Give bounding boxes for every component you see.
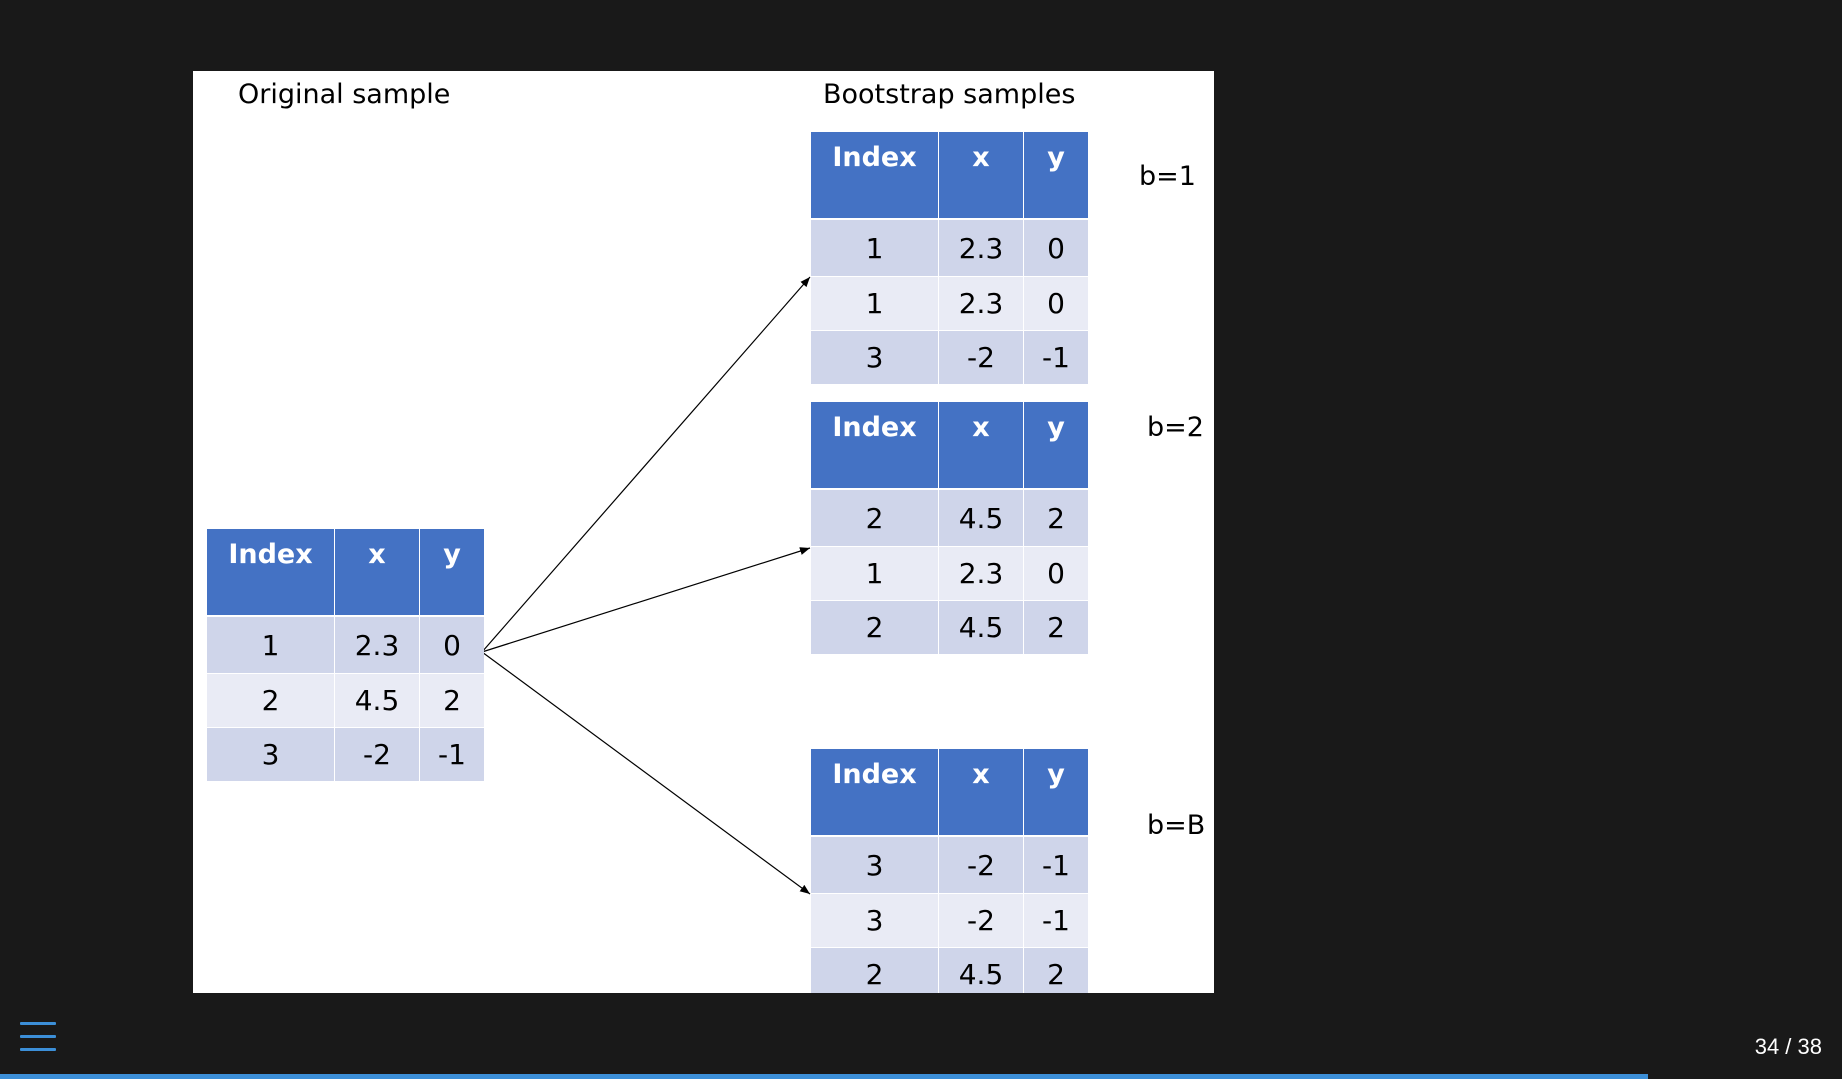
header-cell: Index bbox=[207, 529, 334, 615]
table-cell: 4.5 bbox=[939, 601, 1023, 654]
table-cell: 2 bbox=[811, 490, 938, 546]
arrow-to-bB bbox=[481, 651, 811, 895]
table-original: Index x y 1 2.3 0 2 4.5 2 3 -2 -1 bbox=[207, 529, 484, 781]
table-cell: -2 bbox=[939, 894, 1023, 947]
table-cell: -2 bbox=[939, 837, 1023, 893]
table-cell: 2 bbox=[1024, 490, 1088, 546]
header-cell: Index bbox=[811, 749, 938, 835]
table-cell: 3 bbox=[811, 894, 938, 947]
original-sample-caption: Original sample bbox=[238, 79, 451, 110]
header-cell: y bbox=[1024, 402, 1088, 488]
table-cell: 1 bbox=[811, 547, 938, 600]
table-cell: 2 bbox=[811, 601, 938, 654]
table-cell: -1 bbox=[420, 728, 484, 781]
table-cell: 0 bbox=[420, 617, 484, 673]
hamburger-menu-icon[interactable] bbox=[16, 1018, 60, 1056]
table-cell: 2.3 bbox=[939, 220, 1023, 276]
table-cell: 3 bbox=[811, 837, 938, 893]
header-cell: y bbox=[1024, 749, 1088, 835]
table-cell: 1 bbox=[207, 617, 334, 673]
arrows-diagram bbox=[481, 276, 811, 895]
table-cell: -1 bbox=[1024, 837, 1088, 893]
table-cell: 2 bbox=[207, 674, 334, 727]
table-bB: Index x y 3 -2 -1 3 -2 -1 2 4.5 2 bbox=[811, 749, 1088, 993]
table-cell: 1 bbox=[811, 277, 938, 330]
table-cell: 2 bbox=[811, 948, 938, 993]
bootstrap-label-b1: b=1 bbox=[1139, 161, 1196, 192]
table-cell: 4.5 bbox=[939, 948, 1023, 993]
table-cell: 4.5 bbox=[939, 490, 1023, 546]
header-cell: x bbox=[335, 529, 419, 615]
bootstrap-samples-caption: Bootstrap samples bbox=[823, 79, 1076, 110]
table-cell: 2 bbox=[1024, 948, 1088, 993]
table-cell: 2 bbox=[420, 674, 484, 727]
header-cell: y bbox=[1024, 132, 1088, 218]
table-cell: -1 bbox=[1024, 331, 1088, 384]
table-cell: 2.3 bbox=[939, 547, 1023, 600]
table-b1: Index x y 1 2.3 0 1 2.3 0 3 -2 -1 bbox=[811, 132, 1088, 384]
table-cell: 0 bbox=[1024, 277, 1088, 330]
header-cell: x bbox=[939, 749, 1023, 835]
table-cell: -2 bbox=[335, 728, 419, 781]
arrow-to-b1 bbox=[481, 276, 811, 653]
table-cell: -1 bbox=[1024, 894, 1088, 947]
header-cell: Index bbox=[811, 402, 938, 488]
progress-fill bbox=[0, 1074, 1649, 1079]
header-cell: Index bbox=[811, 132, 938, 218]
table-cell: 3 bbox=[811, 331, 938, 384]
table-cell: 0 bbox=[1024, 220, 1088, 276]
table-b2: Index x y 2 4.5 2 1 2.3 0 2 4.5 2 bbox=[811, 402, 1088, 654]
progress-bar bbox=[0, 1074, 1842, 1079]
slide: Original sample Bootstrap samples Index x… bbox=[193, 71, 1214, 993]
table-cell: 2.3 bbox=[939, 277, 1023, 330]
bootstrap-label-bB: b=B bbox=[1147, 810, 1206, 841]
header-cell: x bbox=[939, 402, 1023, 488]
header-cell: y bbox=[420, 529, 484, 615]
table-cell: 2 bbox=[1024, 601, 1088, 654]
table-cell: 0 bbox=[1024, 547, 1088, 600]
table-cell: 2.3 bbox=[335, 617, 419, 673]
table-cell: -2 bbox=[939, 331, 1023, 384]
header-cell: x bbox=[939, 132, 1023, 218]
bootstrap-label-b2: b=2 bbox=[1147, 412, 1204, 443]
arrow-to-b2 bbox=[481, 547, 811, 653]
page-counter: 34 / 38 bbox=[1754, 1034, 1822, 1059]
table-cell: 1 bbox=[811, 220, 938, 276]
table-cell: 3 bbox=[207, 728, 334, 781]
table-cell: 4.5 bbox=[335, 674, 419, 727]
